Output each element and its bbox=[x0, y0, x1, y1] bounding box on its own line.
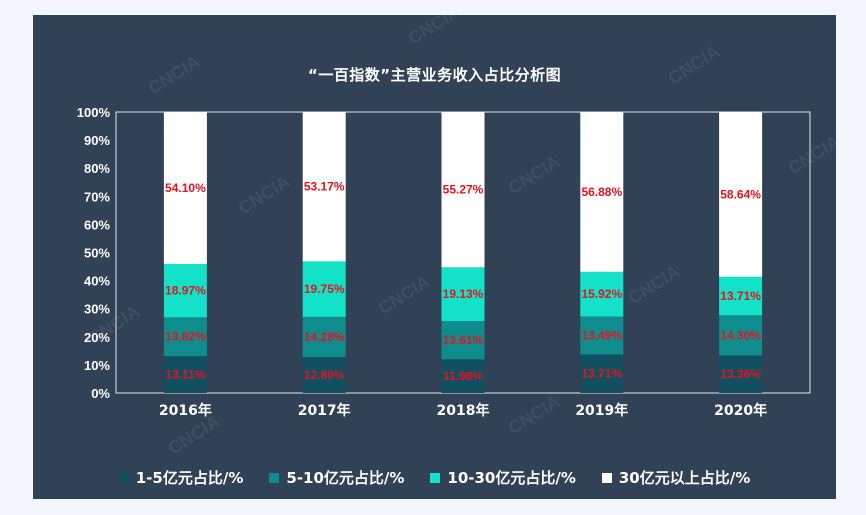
watermark-text: CNCIA bbox=[625, 261, 684, 308]
data-label: 13.36% bbox=[720, 367, 761, 381]
legend-item: 5-10亿元占比/% bbox=[269, 467, 404, 488]
legend-label: 1-5亿元占比/% bbox=[135, 469, 244, 487]
legend-label: 5-10亿元占比/% bbox=[286, 469, 405, 487]
legend-item: 1-5亿元占比/% bbox=[118, 467, 244, 488]
x-tick-label: 2018年 bbox=[437, 402, 490, 419]
legend-swatch bbox=[118, 472, 129, 483]
data-label: 13.71% bbox=[720, 289, 761, 303]
data-label: 55.27% bbox=[443, 183, 484, 197]
watermark-text: CNCIA bbox=[665, 41, 724, 88]
watermark-text: CNCIA bbox=[505, 151, 564, 198]
y-tick-label: 30% bbox=[84, 302, 110, 317]
y-tick-label: 90% bbox=[84, 133, 110, 148]
chart-legend: 1-5亿元占比/% 5-10亿元占比/% 10-30亿元占比/% 30亿元以上占比/% bbox=[33, 467, 836, 488]
y-tick-label: 10% bbox=[84, 358, 110, 373]
bar-segment bbox=[163, 317, 207, 357]
chart-title: “一百指数”主营业务收入占比分析图 bbox=[307, 66, 562, 84]
watermark-text: CNCIA bbox=[505, 391, 564, 438]
data-label: 18.97% bbox=[165, 284, 206, 298]
data-label: 13.11% bbox=[165, 368, 205, 382]
bar-segment bbox=[441, 359, 485, 393]
bar-segment bbox=[441, 112, 485, 268]
bar-segment bbox=[163, 112, 207, 265]
legend-label: 30亿元以上占比/% bbox=[618, 469, 751, 487]
y-tick-label: 70% bbox=[84, 189, 110, 204]
bar-segment bbox=[441, 321, 485, 360]
bar-segment bbox=[441, 267, 485, 322]
bar-segment bbox=[719, 315, 763, 356]
y-tick-label: 0% bbox=[91, 386, 110, 401]
legend-swatch bbox=[601, 472, 612, 483]
y-tick-label: 20% bbox=[84, 330, 110, 345]
bar-segment bbox=[719, 276, 763, 316]
data-label: 56.88% bbox=[581, 185, 622, 199]
stacked-bar-chart: CNCIA CNCIA CNCIA CNCIA CNCIA CNCIA CNCIA CNCIA… bbox=[77, 15, 836, 458]
bar-segment bbox=[580, 316, 624, 355]
bar-segment bbox=[302, 316, 346, 358]
data-label: 14.28% bbox=[304, 330, 345, 344]
x-tick-label: 2016年 bbox=[159, 402, 212, 419]
y-tick-label: 50% bbox=[84, 246, 110, 261]
data-label: 14.30% bbox=[720, 328, 761, 342]
x-tick-label: 2017年 bbox=[298, 402, 351, 419]
x-tick-label: 2020年 bbox=[714, 402, 767, 419]
bar-segment bbox=[580, 271, 624, 317]
data-label: 12.80% bbox=[304, 368, 345, 382]
data-label: 53.17% bbox=[304, 180, 345, 194]
y-tick-label: 60% bbox=[84, 217, 110, 232]
bar-segment bbox=[302, 357, 346, 393]
y-tick-label: 80% bbox=[84, 161, 110, 176]
y-tick-label: 40% bbox=[84, 274, 110, 289]
bar-segment bbox=[580, 112, 624, 272]
watermark-text: CNCIA bbox=[375, 271, 434, 318]
data-label: 13.49% bbox=[581, 329, 622, 343]
data-label: 19.13% bbox=[443, 287, 484, 301]
legend-item: 30亿元以上占比/% bbox=[601, 467, 751, 488]
bar-segment bbox=[302, 261, 346, 317]
chart-panel: “一百指数”主营业务收入占比分析图 CNCIA CNCIA CNCIA CNCIA CN… bbox=[33, 15, 836, 499]
data-label: 13.82% bbox=[165, 330, 206, 344]
watermark-text: CNCIA bbox=[235, 171, 294, 218]
watermark-text: CNCIA bbox=[145, 51, 204, 98]
legend-item: 10-30亿元占比/% bbox=[430, 467, 576, 488]
data-label: 19.75% bbox=[304, 282, 345, 296]
legend-swatch bbox=[269, 472, 280, 483]
bar-segment bbox=[719, 111, 763, 277]
legend-swatch bbox=[430, 472, 441, 483]
data-label: 58.64% bbox=[720, 187, 761, 201]
data-label: 13.61% bbox=[443, 333, 484, 347]
bar-segment bbox=[163, 356, 207, 393]
legend-label: 10-30亿元占比/% bbox=[447, 469, 576, 487]
bar-segment bbox=[580, 354, 624, 393]
data-label: 13.71% bbox=[581, 367, 622, 381]
data-label: 11.98% bbox=[443, 369, 483, 383]
data-label: 15.92% bbox=[581, 287, 622, 301]
bar-segment bbox=[719, 355, 763, 393]
x-tick-label: 2019年 bbox=[575, 402, 628, 419]
data-label: 54.10% bbox=[165, 181, 206, 195]
bar-segment bbox=[163, 264, 207, 318]
watermark-text: CNCIA bbox=[405, 15, 464, 48]
y-tick-label: 100% bbox=[77, 105, 111, 120]
bar-segment bbox=[302, 112, 346, 262]
